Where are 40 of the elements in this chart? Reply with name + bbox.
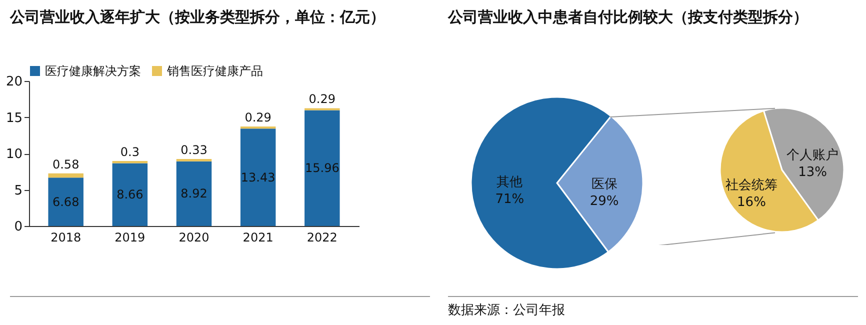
x-tick-label: 2021 [242,230,274,244]
data-label: 71% [495,192,524,208]
data-label: 6.68 [52,194,80,209]
slice-label: 其他 [496,175,523,190]
bar [48,173,84,178]
data-label: 8.92 [180,186,208,201]
y-tick-label: 20 [6,74,22,90]
bar [48,178,84,226]
bar [304,110,340,226]
data-label: 0.29 [308,92,336,106]
data-label: 0.3 [120,145,140,160]
bar [176,161,212,226]
bar [112,163,148,226]
y-tick-label: 0 [14,220,22,234]
bar [240,128,276,226]
data-label: 16% [737,195,766,210]
x-tick-label: 2018 [50,230,82,244]
data-label: 0.33 [180,142,208,157]
data-label: 13.43 [240,170,276,184]
y-tick-label: 10 [6,147,22,162]
legend-label: 医疗健康解决方案 [45,64,141,78]
data-label: 29% [590,194,619,209]
slice-label: 医保 [591,176,618,192]
slice-label: 社会统筹 [725,178,778,194]
y-tick-label: 15 [6,110,22,126]
data-label: 0.58 [52,157,80,172]
data-label: 8.66 [116,188,144,202]
slice-label: 个人账户 [786,148,839,163]
source-note: 数据来源：公司年报 [448,296,858,319]
x-tick-label: 2020 [178,230,210,244]
data-label: 13% [798,164,827,180]
chart-title: 公司营业收入中患者自付比例较大（按支付类型拆分） [448,7,809,28]
x-tick-label: 2019 [114,230,146,244]
y-tick-label: 5 [14,183,22,198]
bar [176,158,212,162]
x-tick-label: 2022 [306,230,338,244]
data-label: 0.29 [244,110,272,125]
chart-title: 公司营业收入逐年扩大（按业务类型拆分，单位：亿元） [10,7,386,28]
legend-label: 销售医疗健康产品 [166,64,263,78]
data-label: 15.96 [304,161,340,176]
